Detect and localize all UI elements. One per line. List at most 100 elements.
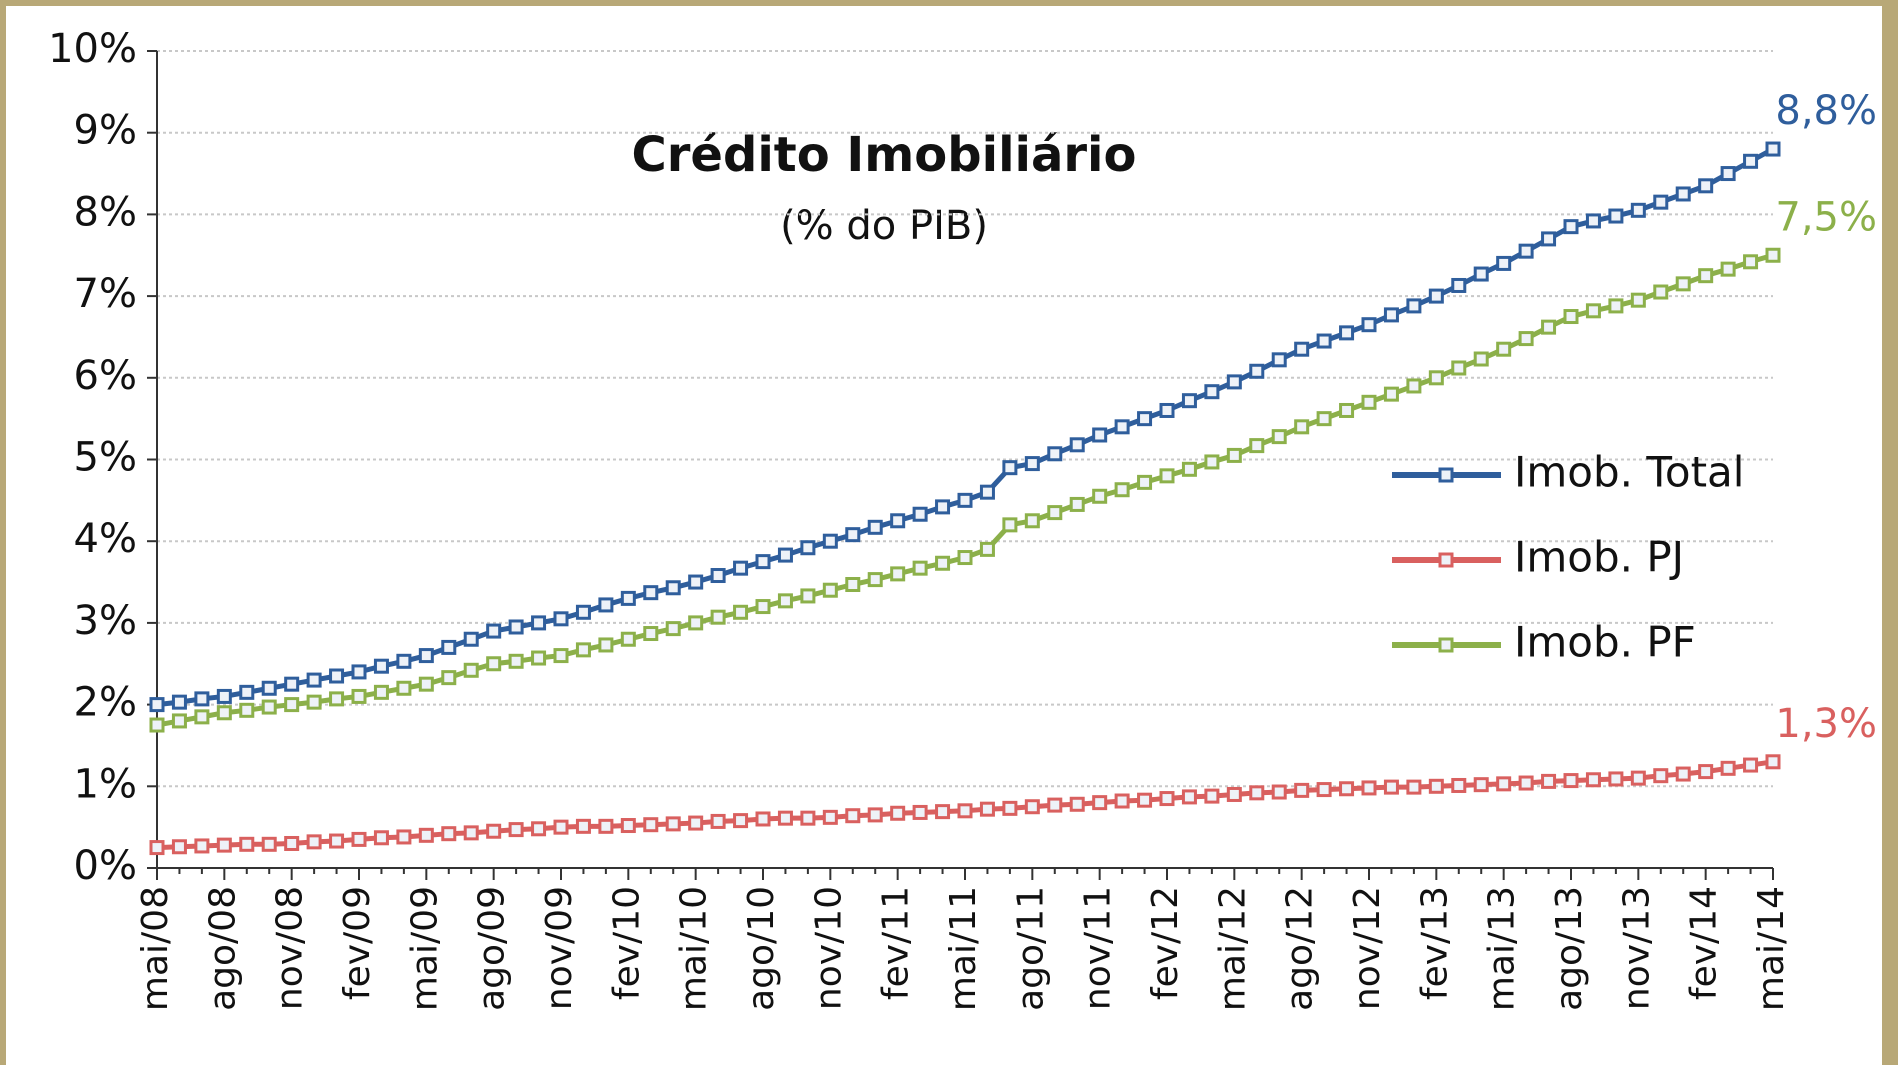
x-tick-label: nov/10	[808, 886, 849, 1010]
x-tick-label: mai/09	[404, 886, 445, 1011]
x-tick-label: ago/08	[202, 886, 243, 1011]
data-point	[598, 637, 614, 653]
data-point	[1653, 768, 1669, 784]
data-point	[1249, 438, 1265, 454]
data-point	[755, 554, 771, 570]
data-point	[486, 656, 502, 672]
data-point	[1653, 284, 1669, 300]
data-point	[688, 815, 704, 831]
data-point	[845, 577, 861, 593]
data-point	[1383, 779, 1399, 795]
data-point	[1361, 317, 1377, 333]
data-point	[598, 818, 614, 834]
data-point	[1181, 461, 1197, 477]
data-point	[957, 492, 973, 508]
legend-marker	[1438, 467, 1454, 483]
data-point	[418, 676, 434, 692]
legend-marker	[1438, 637, 1454, 653]
data-point	[351, 688, 367, 704]
data-point	[1114, 482, 1130, 498]
y-tick-label: 3%	[74, 598, 137, 644]
data-point	[1204, 384, 1220, 400]
x-tick-label: nov/09	[539, 886, 580, 1010]
data-point	[1226, 374, 1242, 390]
data-point	[979, 801, 995, 817]
data-point	[261, 699, 277, 715]
data-point	[1204, 454, 1220, 470]
x-tick-label: mai/13	[1482, 886, 1523, 1011]
data-point	[1451, 777, 1467, 793]
x-tick-label: mai/08	[135, 886, 176, 1011]
data-point	[1765, 141, 1781, 157]
y-tick-label: 10%	[48, 26, 137, 72]
data-point	[688, 615, 704, 631]
data-point	[216, 837, 232, 853]
data-point	[531, 615, 547, 631]
data-point	[755, 599, 771, 615]
data-point	[486, 623, 502, 639]
data-point	[284, 835, 300, 851]
data-point	[373, 684, 389, 700]
data-point	[1114, 419, 1130, 435]
data-point	[194, 691, 210, 707]
data-point	[733, 813, 749, 829]
data-point	[1473, 351, 1489, 367]
y-tick-label: 0%	[74, 843, 137, 889]
data-point	[890, 513, 906, 529]
data-point	[575, 604, 591, 620]
data-point	[194, 838, 210, 854]
data-point	[979, 484, 995, 500]
x-tick-label: fev/11	[876, 886, 917, 1000]
data-point	[1675, 186, 1691, 202]
data-point	[1159, 468, 1175, 484]
data-point	[979, 541, 995, 557]
x-tick-label: fev/12	[1145, 886, 1186, 1000]
data-point	[890, 566, 906, 582]
data-point	[1271, 784, 1287, 800]
data-point	[1137, 411, 1153, 427]
data-point	[665, 621, 681, 637]
data-point	[1383, 386, 1399, 402]
data-point	[710, 609, 726, 625]
data-point	[418, 827, 434, 843]
data-point	[216, 688, 232, 704]
data-point	[1630, 202, 1646, 218]
y-tick-label: 8%	[74, 189, 137, 235]
data-point	[1765, 754, 1781, 770]
data-point	[1069, 437, 1085, 453]
data-point	[620, 818, 636, 834]
data-point	[1608, 208, 1624, 224]
data-point	[1496, 341, 1512, 357]
data-point	[890, 805, 906, 821]
y-tick-label: 1%	[74, 761, 137, 807]
data-point	[531, 821, 547, 837]
data-point	[1518, 775, 1534, 791]
data-point	[1294, 341, 1310, 357]
x-tick-label: ago/09	[472, 886, 513, 1011]
data-point	[1092, 795, 1108, 811]
data-point	[1024, 799, 1040, 815]
data-point	[643, 585, 659, 601]
data-point	[1563, 773, 1579, 789]
x-tick-label: ago/13	[1549, 886, 1590, 1011]
data-point	[329, 833, 345, 849]
data-point	[149, 717, 165, 733]
data-point	[1541, 231, 1557, 247]
legend-label: Imob. PF	[1514, 618, 1696, 667]
data-point	[463, 631, 479, 647]
chart-title: Crédito Imobiliário	[632, 127, 1137, 183]
data-point	[508, 822, 524, 838]
data-point	[1383, 307, 1399, 323]
chart-subtitle: (% do PIB)	[780, 203, 988, 249]
data-point	[620, 590, 636, 606]
data-point	[912, 506, 928, 522]
data-point	[1428, 288, 1444, 304]
data-point	[1069, 796, 1085, 812]
data-point	[822, 809, 838, 825]
data-point	[957, 803, 973, 819]
data-point	[1585, 772, 1601, 788]
data-point	[1249, 363, 1265, 379]
data-point	[1518, 331, 1534, 347]
data-point	[935, 555, 951, 571]
data-point	[306, 834, 322, 850]
